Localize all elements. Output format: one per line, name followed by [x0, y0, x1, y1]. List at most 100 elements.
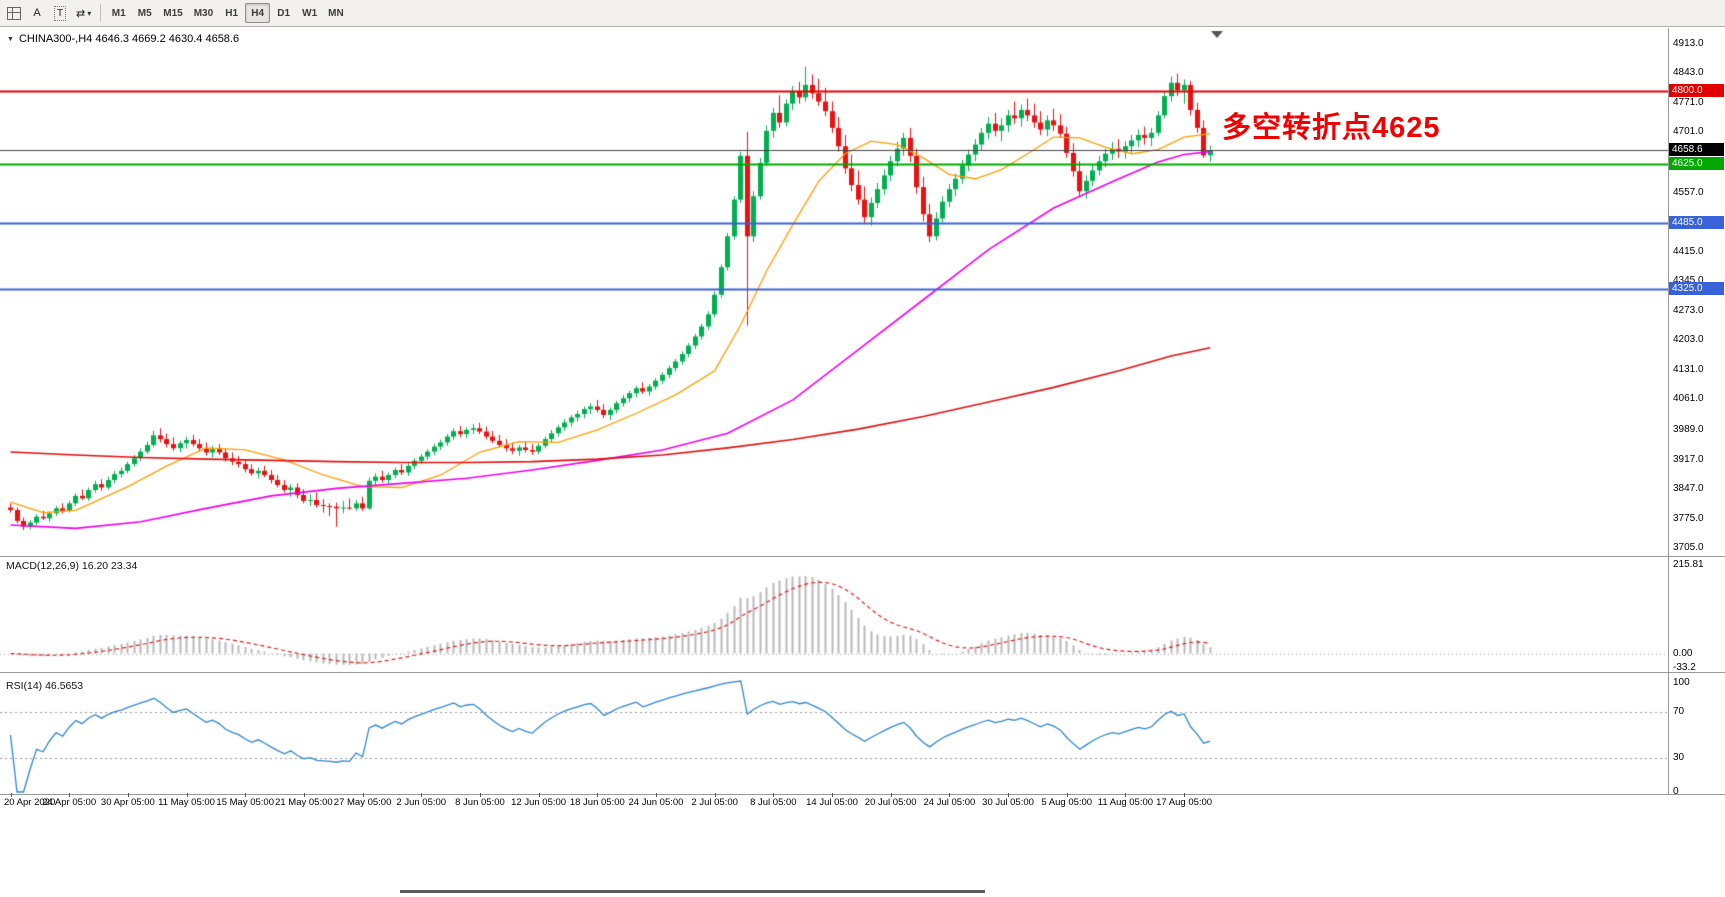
rsi-axis-label: 100: [1673, 677, 1690, 688]
horizontal-scrollbar-thumb[interactable]: [400, 890, 985, 893]
timeframe-button-m30[interactable]: M30: [189, 3, 218, 23]
symbol-caret-icon: ▼: [7, 35, 14, 43]
dropdown-caret-icon: ▾: [87, 8, 92, 18]
price-axis-tick: 4557.0: [1673, 186, 1704, 198]
price-axis-tick: 4273.0: [1673, 305, 1704, 317]
time-axis-tick: [773, 793, 774, 797]
price-tag-4625.0: 4625.0: [1669, 157, 1724, 171]
timeframe-button-m5[interactable]: M5: [132, 3, 157, 23]
timeframe-button-d1[interactable]: D1: [271, 3, 296, 23]
price-axis-tick: 4131.0: [1673, 364, 1704, 376]
time-axis-label: 15 May 05:00: [216, 797, 275, 808]
price-axis-tick: 4345.0: [1673, 274, 1704, 286]
time-axis-tick: [245, 793, 246, 797]
toolbar-separator: [100, 4, 102, 22]
chart-grid-icon: [7, 6, 21, 20]
time-axis-label: 11 May 05:00: [158, 797, 215, 808]
time-axis-label: 24 Jun 05:00: [628, 797, 684, 808]
time-axis-tick: [1184, 793, 1185, 797]
macd-axis-label: -33.2: [1673, 662, 1696, 673]
cycle-symbols-button[interactable]: ⇄ ▾: [72, 3, 95, 24]
time-axis-tick: [891, 793, 892, 797]
time-axis-tick: [69, 793, 70, 797]
time-axis-label: 27 May 05:00: [333, 797, 392, 808]
macd-indicator-label: MACD(12,26,9) 16.20 23.34: [6, 560, 138, 572]
timeframe-button-m15[interactable]: M15: [158, 3, 187, 23]
price-axis-tick: 3847.0: [1673, 482, 1704, 494]
time-axis-tick: [11, 793, 12, 797]
price-chart-canvas[interactable]: [0, 28, 1668, 794]
time-axis-label: 12 Jun 05:00: [511, 797, 567, 808]
time-axis-tick: [363, 793, 364, 797]
macd-rsi-divider: [0, 672, 1725, 673]
rsi-indicator-label: RSI(14) 46.5653: [6, 680, 84, 692]
rsi-axis-label: 0: [1673, 786, 1679, 797]
time-axis-label: 24 Apr 05:00: [42, 797, 97, 808]
timeframe-button-mn[interactable]: MN: [323, 3, 349, 23]
time-axis-label: 5 Aug 05:00: [1041, 797, 1093, 808]
rsi-axis-label: 30: [1673, 751, 1685, 763]
price-axis-divider: [1668, 28, 1669, 794]
price-axis-tick: 4701.0: [1673, 126, 1704, 138]
chart-annotation-text: 多空转折点4625: [1222, 112, 1441, 144]
chart-title-text: CHINA300-,H4 4646.3 4669.2 4630.4 4658.6: [18, 33, 240, 45]
rsi-timeaxis-divider: [0, 794, 1725, 795]
macd-axis-label: 215.81: [1673, 559, 1704, 570]
time-axis-tick: [1067, 793, 1068, 797]
time-axis-tick: [656, 793, 657, 797]
time-axis-label: 20 Jul 05:00: [864, 797, 917, 808]
time-axis-label: 8 Jun 05:00: [455, 797, 505, 808]
time-axis-label: 21 May 05:00: [275, 797, 333, 808]
time-axis-tick: [187, 793, 188, 797]
price-axis-tick: 4843.0: [1673, 67, 1704, 79]
price-axis-tick: 4415.0: [1673, 245, 1704, 257]
time-axis-tick: [949, 793, 950, 797]
price-tag-4325.0: 4325.0: [1669, 282, 1724, 296]
arrows-icon: ⇄: [76, 7, 86, 20]
time-axis-label: 18 Jun 05:00: [569, 797, 625, 808]
time-axis-label: 14 Jul 05:00: [806, 797, 858, 808]
time-axis-label: 2 Jul 05:00: [691, 797, 738, 808]
price-axis[interactable]: 4913.04843.04771.04701.04631.04557.04485…: [1669, 28, 1725, 797]
timeframe-button-w1[interactable]: W1: [297, 3, 322, 23]
price-axis-tick: 4771.0: [1673, 97, 1704, 109]
time-axis-tick: [128, 793, 129, 797]
main-macd-divider: [0, 556, 1725, 557]
time-axis-label: 30 Jul 05:00: [982, 797, 1034, 808]
price-axis-tick: 3775.0: [1673, 512, 1704, 524]
price-axis-tick: 4913.0: [1673, 38, 1704, 49]
price-tag-4658.6: 4658.6: [1669, 143, 1724, 157]
chart-title: ▼ CHINA300-,H4 4646.3 4669.2 4630.4 4658…: [7, 33, 239, 45]
timeframe-toolbar: M1 M5 M15 M30 H1 H4 D1 W1 MN: [106, 3, 348, 23]
price-axis-tick: 4061.0: [1673, 393, 1704, 405]
time-axis-label: 11 Aug 05:00: [1097, 797, 1154, 808]
toolbar: A T ⇄ ▾ M1 M5 M15 M30 H1 H4 D1 W1 MN: [0, 0, 1725, 27]
time-axis-label: 24 Jul 05:00: [923, 797, 976, 808]
time-axis-tick: [304, 793, 305, 797]
chart-window-button[interactable]: [3, 3, 25, 24]
text-tool-button[interactable]: T: [49, 3, 71, 24]
time-axis-tick: [539, 793, 540, 797]
text-tool-label: T: [53, 5, 67, 21]
macd-axis-label: 0.00: [1673, 647, 1693, 659]
time-axis-label: 30 Apr 05:00: [100, 797, 155, 808]
time-axis-tick: [480, 793, 481, 797]
time-axis-tick: [832, 793, 833, 797]
price-axis-tick: 3989.0: [1673, 423, 1704, 435]
timeframe-button-m1[interactable]: M1: [106, 3, 131, 23]
price-axis-tick: 4203.0: [1673, 334, 1704, 346]
price-axis-tick: 3705.0: [1673, 542, 1704, 553]
annotate-a-button[interactable]: A: [26, 3, 48, 24]
time-axis-tick: [421, 793, 422, 797]
time-axis-tick: [715, 793, 716, 797]
price-axis-tick: 3917.0: [1673, 453, 1704, 465]
rsi-axis-label: 70: [1673, 706, 1685, 718]
time-axis-tick: [597, 793, 598, 797]
timeframe-button-h1[interactable]: H1: [219, 3, 244, 23]
price-tag-4485.0: 4485.0: [1669, 215, 1724, 229]
time-axis[interactable]: 20 Apr 2020 24 Apr 05:00 30 Apr 05:00 11 Ma…: [0, 793, 1668, 812]
time-axis-label: 8 Jul 05:00: [750, 797, 797, 808]
price-tag-4800.0: 4800.0: [1669, 84, 1724, 98]
timeframe-button-h4[interactable]: H4: [245, 3, 271, 23]
time-axis-label: 17 Aug 05:00: [1156, 797, 1213, 808]
